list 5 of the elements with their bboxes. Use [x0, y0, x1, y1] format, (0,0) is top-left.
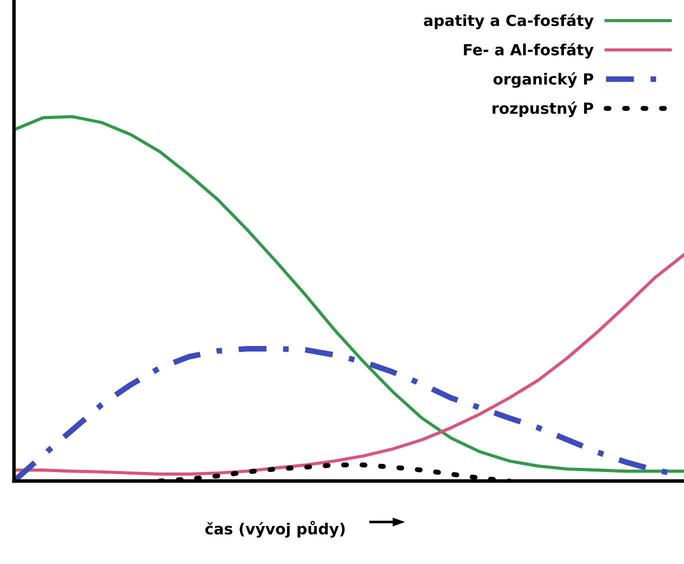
legend-label: apatity a Ca-fosfáty	[424, 14, 594, 30]
legend-label: rozpustný P	[492, 102, 594, 118]
x-axis-title: čas (vývoj půdy)	[205, 520, 345, 538]
legend-label: Fe- a Al-fosfáty	[464, 43, 594, 59]
legend-label: organický P	[493, 72, 594, 88]
